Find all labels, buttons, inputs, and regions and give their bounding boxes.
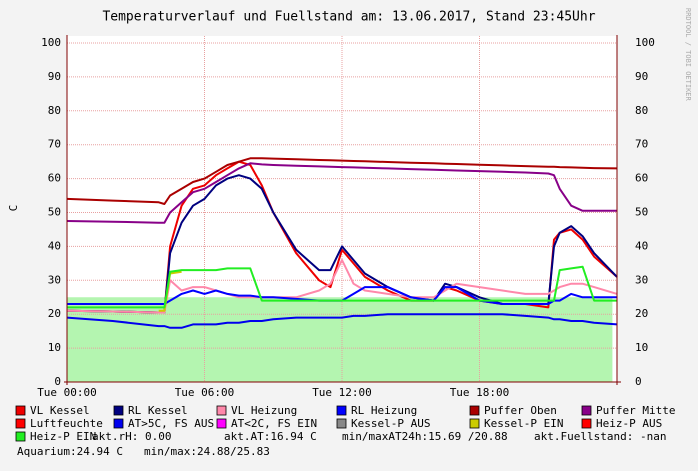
legend-label: Kessel-P AUS [351,417,430,430]
legend-label: Heiz-P EIN [30,430,96,443]
status-text: akt.AT:16.94 C [224,430,317,443]
legend-swatch [581,418,592,429]
legend-label: Heiz-P AUS [596,417,662,430]
y2-tick-label: 40 [635,239,648,252]
y2-tick-label: 10 [635,341,648,354]
y2-tick-label: 50 [635,206,648,219]
legend-label: RL Kessel [128,404,188,417]
legend-swatch [216,418,227,429]
series-line [67,265,617,309]
series-line [66,174,618,314]
y2-tick-label: 80 [635,104,648,117]
y-axis-label: C [7,205,20,212]
legend-swatch [336,405,347,416]
status-text: akt.Fuellstand: -nan [534,430,666,443]
series-line [66,157,618,205]
x-tick-label: Tue 18:00 [450,386,510,399]
status-text: Aquarium:24.94 C [17,445,123,458]
status-text: akt.rH: 0.00 [92,430,171,443]
series-line [66,259,618,314]
y-tick-label: 60 [48,172,61,185]
legend-swatch [336,418,347,429]
legend-swatch [581,405,592,416]
fill-area [67,297,613,382]
legend-label: Puffer Oben [484,404,557,417]
legend-label: VL Heizung [231,404,297,417]
legend-swatch [469,405,480,416]
y-tick-label: 40 [48,239,61,252]
legend-label: AT<2C, FS EIN [231,417,317,430]
watermark: RRDTOOL / TOBI OETIKER [684,8,692,102]
legend-swatch [113,418,124,429]
y2-tick-label: 20 [635,307,648,320]
legend-swatch [15,431,26,442]
y-tick-label: 30 [48,273,61,286]
legend-swatch [15,405,26,416]
legend-swatch [15,418,26,429]
legend-label: Kessel-P EIN [484,417,563,430]
status-text: min/maxAT24h:15.69 /20.88 [342,430,508,443]
x-tick-label: Tue 06:00 [175,386,235,399]
y-tick-label: 90 [48,70,61,83]
y-tick-label: 100 [41,36,61,49]
legend-label: VL Kessel [30,404,90,417]
legend-label: Puffer Mitte [596,404,675,417]
chart-title: Temperaturverlauf und Fuellstand am: 13.… [102,10,595,25]
series-line [66,313,618,329]
series-line [66,162,617,224]
y-tick-label: 80 [48,104,61,117]
legend-swatch [216,405,227,416]
legend-label: Luftfeuchte [30,417,103,430]
legend-swatch [469,418,480,429]
y2-tick-label: 0 [635,375,642,388]
y2-tick-label: 90 [635,70,648,83]
y-tick-label: 70 [48,138,61,151]
x-tick-label: Tue 12:00 [312,386,372,399]
y2-tick-label: 60 [635,172,648,185]
legend-label: RL Heizung [351,404,417,417]
y-tick-label: 0 [54,375,61,388]
status-text: min/max:24.88/25.83 [144,445,270,458]
y-tick-label: 50 [48,206,61,219]
x-tick-label: Tue 00:00 [37,386,97,399]
y-tick-label: 10 [48,341,61,354]
y2-tick-label: 30 [635,273,648,286]
y2-tick-label: 100 [635,36,655,49]
y-tick-label: 20 [48,307,61,320]
y2-tick-label: 70 [635,138,648,151]
legend-label: AT>5C, FS AUS [128,417,214,430]
legend-swatch [113,405,124,416]
